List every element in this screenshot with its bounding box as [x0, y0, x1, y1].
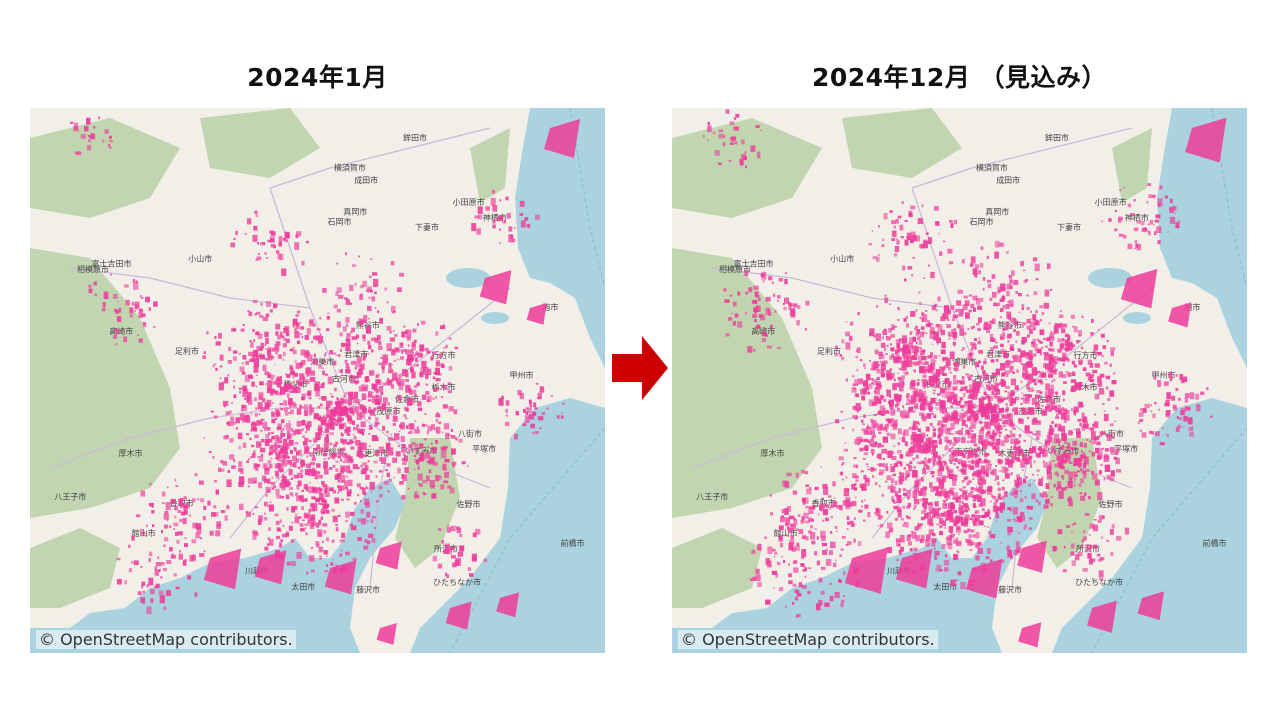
svg-text:相模原市: 相模原市 [77, 264, 109, 274]
svg-text:南房総市: 南房総市 [313, 447, 345, 457]
svg-text:佐野市: 佐野市 [1099, 499, 1123, 509]
svg-text:八街市: 八街市 [1100, 429, 1124, 439]
panel-title-left: 2024年1月 [247, 63, 388, 92]
map-attribution: © OpenStreetMap contributors. [36, 630, 296, 649]
svg-text:小田原市: 小田原市 [453, 197, 485, 207]
svg-text:小山市: 小山市 [830, 253, 854, 263]
svg-text:鴻巣市: 鴻巣市 [310, 357, 334, 367]
svg-text:鉾田市: 鉾田市 [403, 133, 427, 143]
svg-text:君津市: 君津市 [344, 349, 368, 359]
svg-text:甲州市: 甲州市 [510, 370, 534, 380]
svg-text:富士吉田市: 富士吉田市 [734, 258, 774, 268]
svg-text:佐野市: 佐野市 [457, 499, 481, 509]
svg-text:真岡市: 真岡市 [343, 206, 367, 216]
svg-text:香取市: 香取市 [812, 498, 836, 508]
svg-text:平塚市: 平塚市 [472, 443, 496, 453]
svg-text:神栖市: 神栖市 [1125, 212, 1149, 222]
svg-text:古河市: 古河市 [332, 374, 356, 384]
svg-text:横須賀市: 横須賀市 [976, 162, 1008, 172]
coverage-map-right[interactable]: 小山市古河市下妻市石岡市鉾田市行方市神栖市熊谷市鴻巣市川越市所沢市八王子市相模原… [672, 108, 1247, 653]
panel-title-right: 2024年12月 （見込み） [811, 63, 1108, 92]
map-attribution: © OpenStreetMap contributors. [678, 630, 938, 649]
svg-text:厚木市: 厚木市 [119, 448, 143, 458]
svg-text:いすみ市: いすみ市 [405, 446, 437, 456]
svg-text:ひたちなか市: ひたちなか市 [1075, 577, 1123, 587]
svg-text:厚木市: 厚木市 [761, 448, 785, 458]
svg-text:栃木市: 栃木市 [1073, 382, 1097, 392]
svg-text:石岡市: 石岡市 [969, 216, 993, 226]
svg-text:八街市: 八街市 [458, 429, 482, 439]
svg-text:富士吉田市: 富士吉田市 [92, 258, 132, 268]
svg-text:太田市: 太田市 [291, 581, 315, 591]
svg-text:前橋市: 前橋市 [1202, 538, 1226, 548]
svg-text:旭市: 旭市 [1184, 302, 1200, 312]
svg-text:成田市: 成田市 [354, 175, 378, 185]
svg-text:下妻市: 下妻市 [415, 222, 439, 232]
svg-text:熊谷市: 熊谷市 [356, 320, 380, 330]
svg-text:いすみ市: いすみ市 [1047, 446, 1079, 456]
svg-text:藤沢市: 藤沢市 [356, 584, 380, 594]
svg-text:足利市: 足利市 [175, 346, 199, 356]
svg-text:行方市: 行方市 [1073, 350, 1097, 360]
svg-text:旭市: 旭市 [542, 302, 558, 312]
svg-text:小山市: 小山市 [188, 253, 212, 263]
svg-text:藤沢市: 藤沢市 [998, 584, 1022, 594]
svg-text:小田原市: 小田原市 [1095, 197, 1127, 207]
svg-text:ひたちなか市: ひたちなか市 [433, 577, 481, 587]
svg-text:前橋市: 前橋市 [560, 538, 584, 548]
svg-text:熊谷市: 熊谷市 [998, 320, 1022, 330]
svg-text:鴻巣市: 鴻巣市 [952, 357, 976, 367]
svg-text:下妻市: 下妻市 [1057, 222, 1081, 232]
coverage-overlay [70, 116, 580, 645]
svg-text:太田市: 太田市 [933, 581, 957, 591]
svg-text:甲州市: 甲州市 [1152, 370, 1176, 380]
svg-text:横須賀市: 横須賀市 [334, 162, 366, 172]
basemap: 小山市古河市下妻市石岡市鉾田市行方市神栖市熊谷市鴻巣市川越市所沢市八王子市相模原… [30, 108, 605, 653]
svg-text:成田市: 成田市 [996, 175, 1020, 185]
svg-text:行方市: 行方市 [431, 350, 455, 360]
svg-text:神栖市: 神栖市 [483, 212, 507, 222]
svg-text:真岡市: 真岡市 [985, 206, 1009, 216]
svg-text:足利市: 足利市 [817, 346, 841, 356]
svg-text:高崎市: 高崎市 [751, 326, 775, 336]
svg-text:石岡市: 石岡市 [327, 216, 351, 226]
coverage-overlay [702, 109, 1227, 648]
svg-text:高崎市: 高崎市 [109, 326, 133, 336]
coverage-map-left[interactable]: 小山市古河市下妻市石岡市鉾田市行方市神栖市熊谷市鴻巣市川越市所沢市八王子市相模原… [30, 108, 605, 653]
svg-text:木更津市: 木更津市 [356, 448, 388, 458]
svg-text:茂原市: 茂原市 [376, 406, 400, 416]
svg-text:君津市: 君津市 [986, 349, 1010, 359]
svg-text:相模原市: 相模原市 [719, 264, 751, 274]
svg-text:八王子市: 八王子市 [54, 491, 86, 501]
svg-text:鉾田市: 鉾田市 [1045, 133, 1069, 143]
svg-text:平塚市: 平塚市 [1114, 443, 1138, 453]
right-arrow-icon [612, 336, 668, 400]
svg-text:秩父市: 秩父市 [284, 379, 308, 389]
svg-text:八王子市: 八王子市 [696, 491, 728, 501]
svg-text:館山市: 館山市 [774, 528, 798, 538]
